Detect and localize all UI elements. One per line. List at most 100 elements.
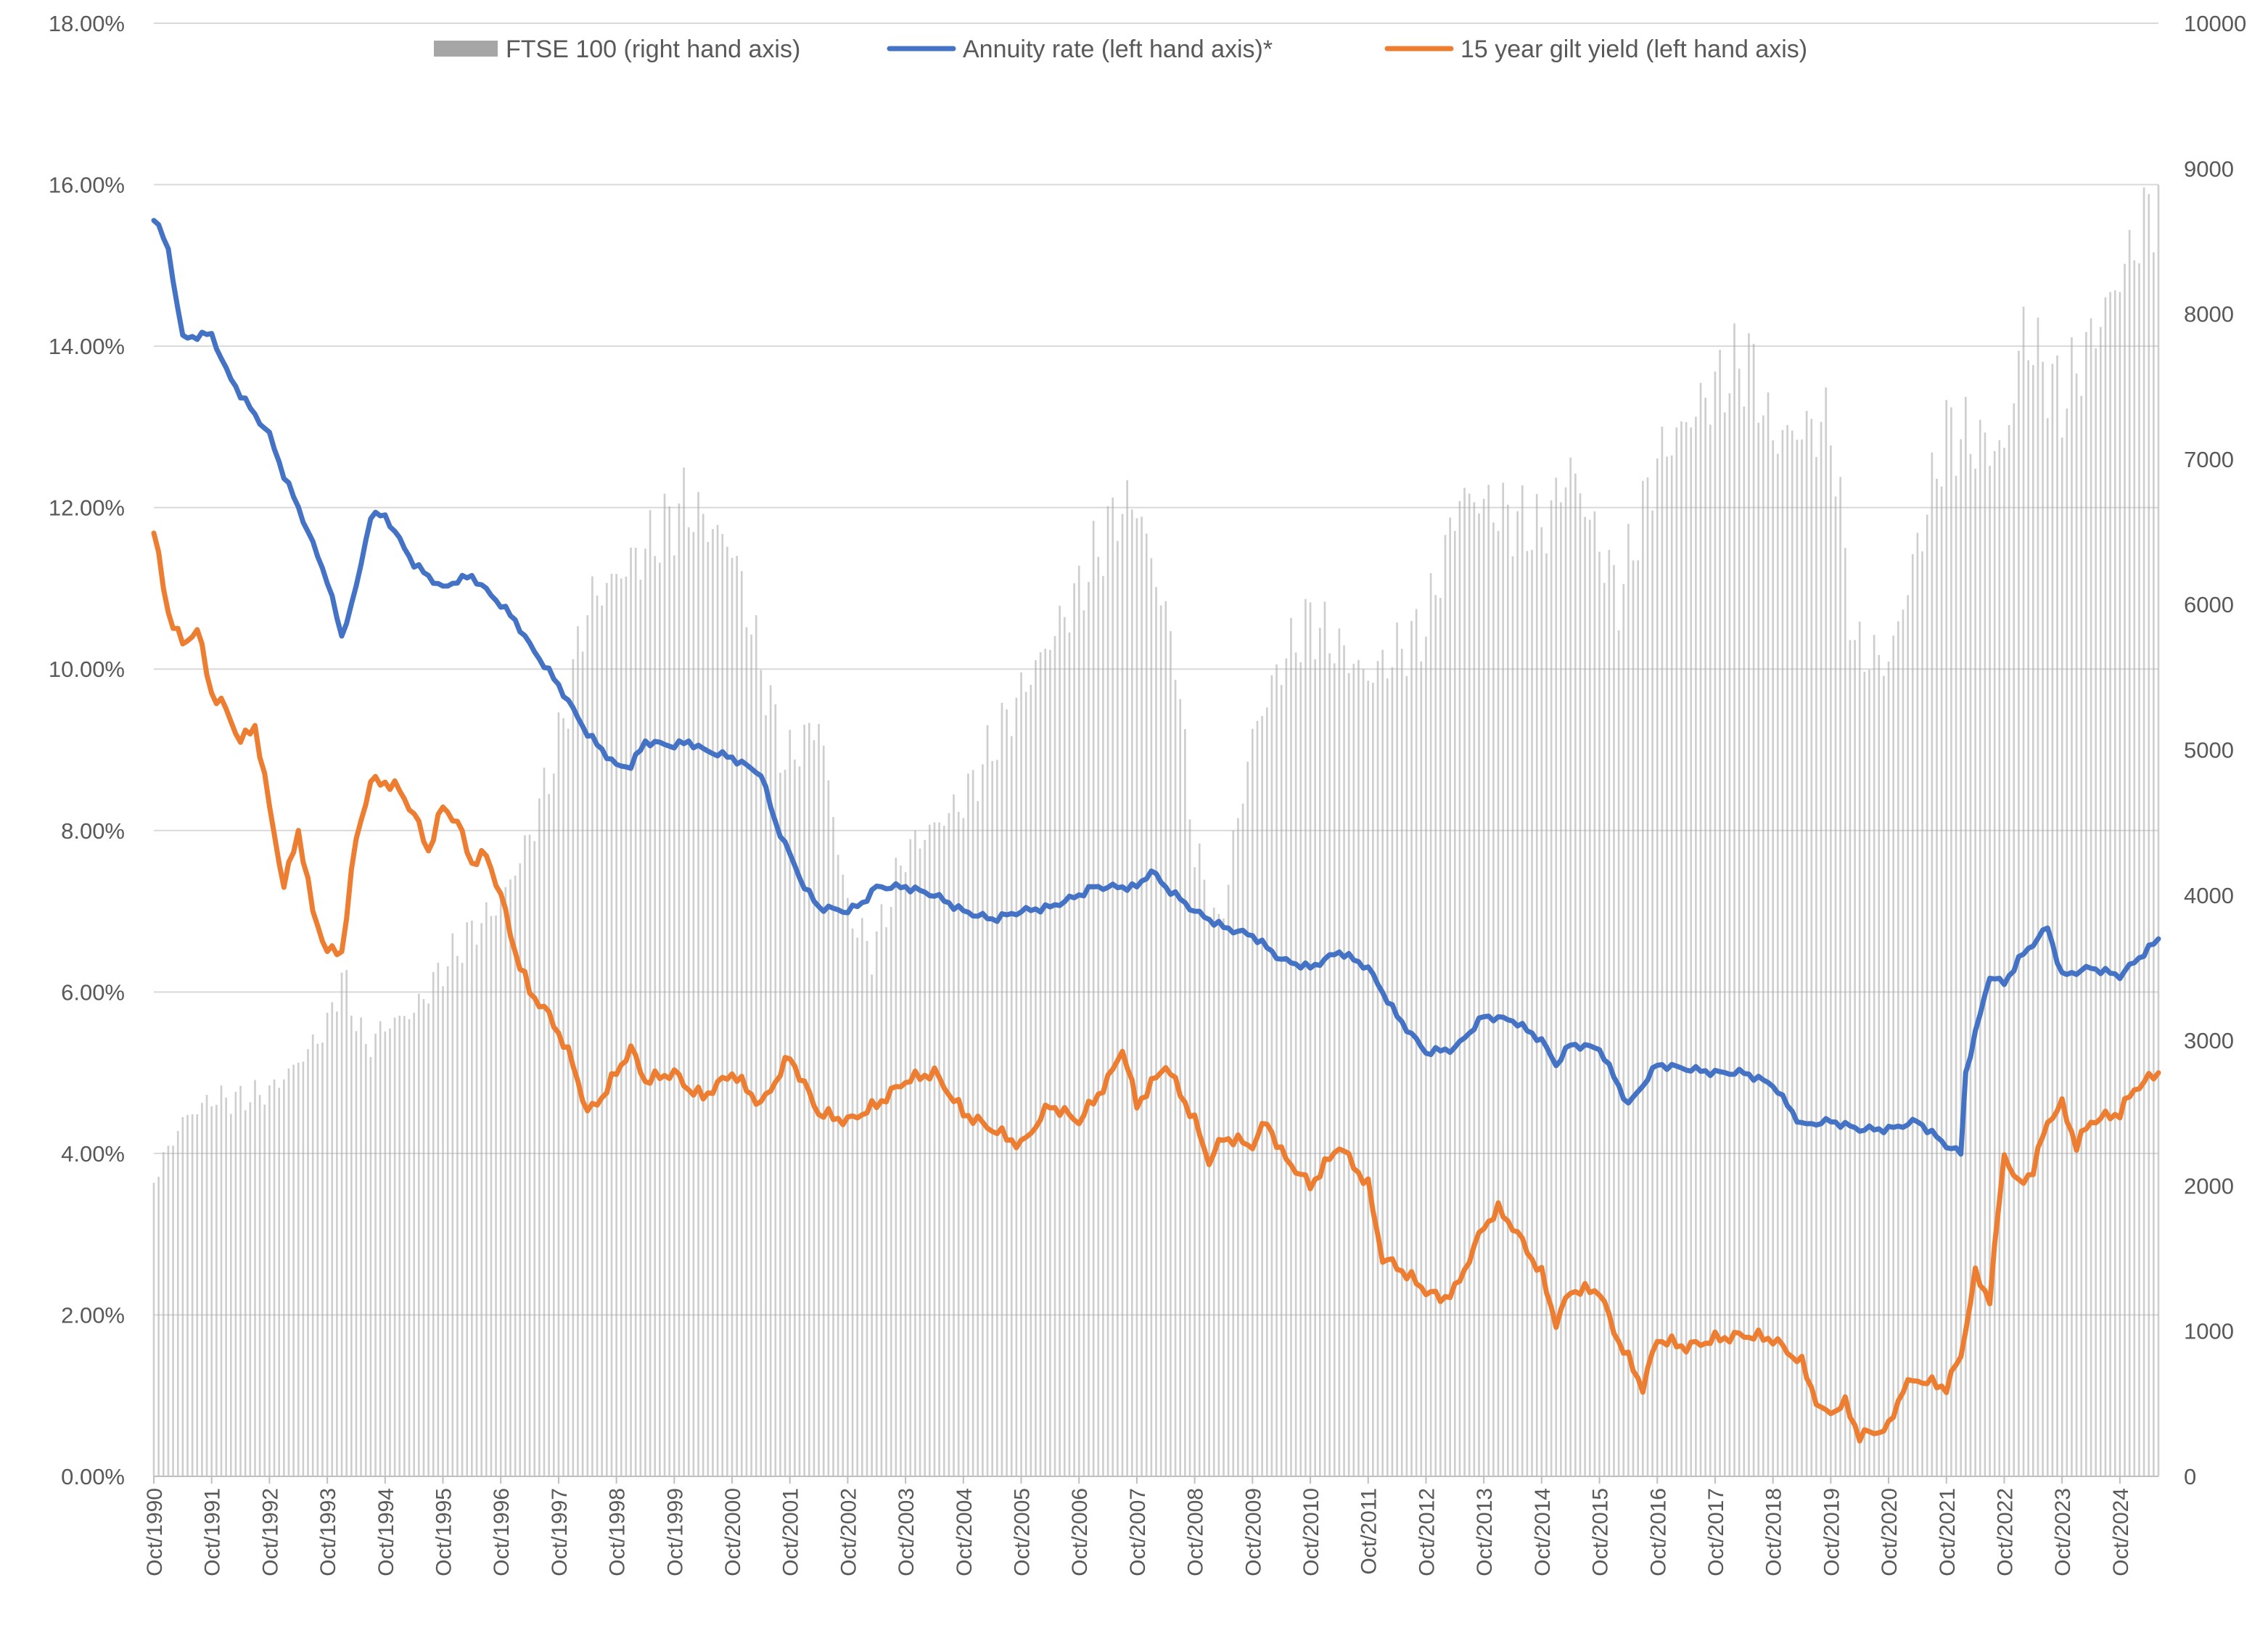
ftse-bar (485, 902, 488, 1476)
ftse-bar (586, 614, 589, 1476)
ftse-bar (1035, 660, 1037, 1476)
ftse-bar (779, 773, 781, 1476)
ftse-bar (1198, 843, 1201, 1476)
ftse-bar (712, 529, 714, 1476)
ftse-bar (678, 503, 681, 1476)
ftse-bar (1097, 556, 1100, 1476)
ftse-bar (1791, 430, 1794, 1477)
ftse-bar (1024, 691, 1027, 1476)
ftse-bar (818, 723, 820, 1476)
ftse-bar (1936, 478, 1938, 1476)
ftse-bar (1352, 663, 1355, 1477)
ftse-bar (201, 1103, 203, 1476)
ftse-bar (1261, 716, 1263, 1476)
ftse-bar (1082, 610, 1085, 1476)
ftse-bar (1666, 456, 1668, 1476)
ftse-bar (1632, 560, 1635, 1476)
ftse-bar (403, 1016, 406, 1476)
ftse-bar (1767, 392, 1770, 1476)
ftse-bar (413, 1012, 415, 1476)
ftse-bar (1343, 645, 1345, 1476)
ftse-bar (2142, 187, 2145, 1477)
ftse-bar (1810, 419, 1813, 1477)
ftse-bar (562, 718, 564, 1476)
ftse-bar (1911, 554, 1914, 1476)
x-tick-label: Oct/2005 (1011, 1488, 1035, 1576)
ftse-bar (2148, 194, 2150, 1476)
y-left-tick-label: 6.00% (61, 979, 125, 1005)
ftse-bar (490, 916, 493, 1476)
ftse-bar (514, 875, 517, 1476)
ftse-bar (1212, 908, 1215, 1476)
ftse-bar (229, 1114, 232, 1476)
ftse-bar (885, 927, 887, 1476)
ftse-bar (663, 493, 666, 1476)
ftse-bar (360, 1017, 362, 1476)
ftse-bar (1507, 504, 1509, 1477)
ftse-bar (692, 532, 695, 1476)
ftse-bar (1593, 511, 1596, 1476)
ftse-bar (1492, 522, 1495, 1476)
ftse-bar (398, 1015, 401, 1476)
ftse-bar (1955, 475, 1957, 1476)
ftse-bar (1126, 480, 1128, 1477)
ftse-bar (832, 817, 834, 1476)
ftse-bar (152, 1183, 155, 1476)
ftse-bar (1449, 517, 1451, 1476)
ftse-bar (962, 818, 965, 1476)
ftse-bar (345, 969, 348, 1476)
legend-label-2: 15 year gilt yield (left hand axis) (1460, 36, 1807, 63)
ftse-bar (1907, 595, 1909, 1476)
x-tick-label: Oct/2018 (1762, 1488, 1786, 1576)
ftse-bar (1285, 658, 1288, 1476)
ftse-bar (2075, 373, 2078, 1476)
ftse-bar (364, 1044, 367, 1476)
ftse-bar (1772, 440, 1774, 1476)
ftse-bar (1531, 550, 1533, 1476)
ftse-bar (249, 1102, 252, 1476)
ftse-bar (827, 780, 830, 1476)
ftse-bar (1762, 415, 1764, 1476)
ftse-bar (1088, 582, 1090, 1477)
ftse-bar (1858, 621, 1861, 1476)
ftse-bar (842, 874, 845, 1476)
ftse-bar (196, 1114, 199, 1476)
y-left-tick-label: 0.00% (61, 1464, 125, 1489)
ftse-bar (601, 605, 604, 1476)
ftse-bar (929, 824, 931, 1476)
ftse-bar (866, 941, 868, 1476)
ftse-bar (1661, 427, 1664, 1476)
ftse-bar (1642, 480, 1644, 1476)
ftse-bar (1931, 452, 1934, 1476)
series-line-0 (151, 218, 2161, 1157)
ftse-bar (1526, 551, 1529, 1476)
ftse-bar (1748, 333, 1750, 1476)
ftse-bar (307, 1049, 309, 1476)
ftse-bar (2085, 332, 2087, 1476)
legend-label-0: FTSE 100 (right hand axis) (506, 36, 800, 63)
ftse-bar (1386, 678, 1389, 1477)
ftse-bar (2071, 337, 2073, 1476)
ftse-bar (2022, 306, 2025, 1476)
ftse-bar (1059, 605, 1061, 1476)
ftse-bar (1704, 398, 1706, 1476)
ftse-bar (1834, 496, 1837, 1476)
x-tick-label: Oct/1995 (432, 1488, 456, 1576)
ftse-bar (1246, 761, 1249, 1476)
ftse-bar (726, 546, 728, 1476)
ftse-bar (442, 986, 444, 1476)
ftse-bar (967, 773, 969, 1476)
y-right-tick-label: 5000 (2184, 738, 2234, 763)
ftse-bar (2095, 348, 2097, 1477)
ftse-bar (162, 1152, 165, 1476)
ftse-bar (336, 1011, 338, 1476)
ftse-bar (1680, 421, 1682, 1477)
ftse-bar (552, 773, 555, 1476)
ftse-bar (851, 928, 854, 1476)
ftse-bar (244, 1110, 247, 1476)
ftse-bar (649, 510, 652, 1477)
ftse-bar (1223, 918, 1225, 1476)
x-tick-label: Oct/2002 (837, 1488, 860, 1576)
ftse-bar (524, 835, 526, 1476)
